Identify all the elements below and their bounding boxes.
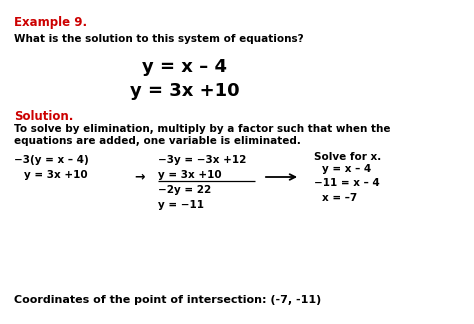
Text: What is the solution to this system of equations?: What is the solution to this system of e…	[14, 34, 304, 44]
Text: →: →	[134, 170, 145, 183]
Text: x = –7: x = –7	[322, 193, 357, 203]
Text: Example 9.: Example 9.	[14, 16, 87, 29]
Text: −3(y = x – 4): −3(y = x – 4)	[14, 155, 89, 165]
Text: y = 3x +10: y = 3x +10	[158, 170, 222, 180]
Text: Coordinates of the point of intersection: (-7, -11): Coordinates of the point of intersection…	[14, 295, 321, 305]
Text: Solve for x.: Solve for x.	[314, 152, 381, 162]
Text: y = x – 4: y = x – 4	[322, 164, 371, 174]
Text: −3y = −3x +12: −3y = −3x +12	[158, 155, 246, 165]
Text: To solve by elimination, multiply by a factor such that when the: To solve by elimination, multiply by a f…	[14, 124, 391, 134]
Text: equations are added, one variable is eliminated.: equations are added, one variable is eli…	[14, 136, 301, 146]
Text: y = 3x +10: y = 3x +10	[130, 82, 240, 100]
Text: y = −11: y = −11	[158, 200, 204, 210]
Text: y = 3x +10: y = 3x +10	[24, 170, 88, 180]
Text: Solution.: Solution.	[14, 110, 73, 123]
Text: y = x – 4: y = x – 4	[143, 58, 228, 76]
Text: −11 = x – 4: −11 = x – 4	[314, 178, 380, 188]
Text: −2y = 22: −2y = 22	[158, 185, 211, 195]
